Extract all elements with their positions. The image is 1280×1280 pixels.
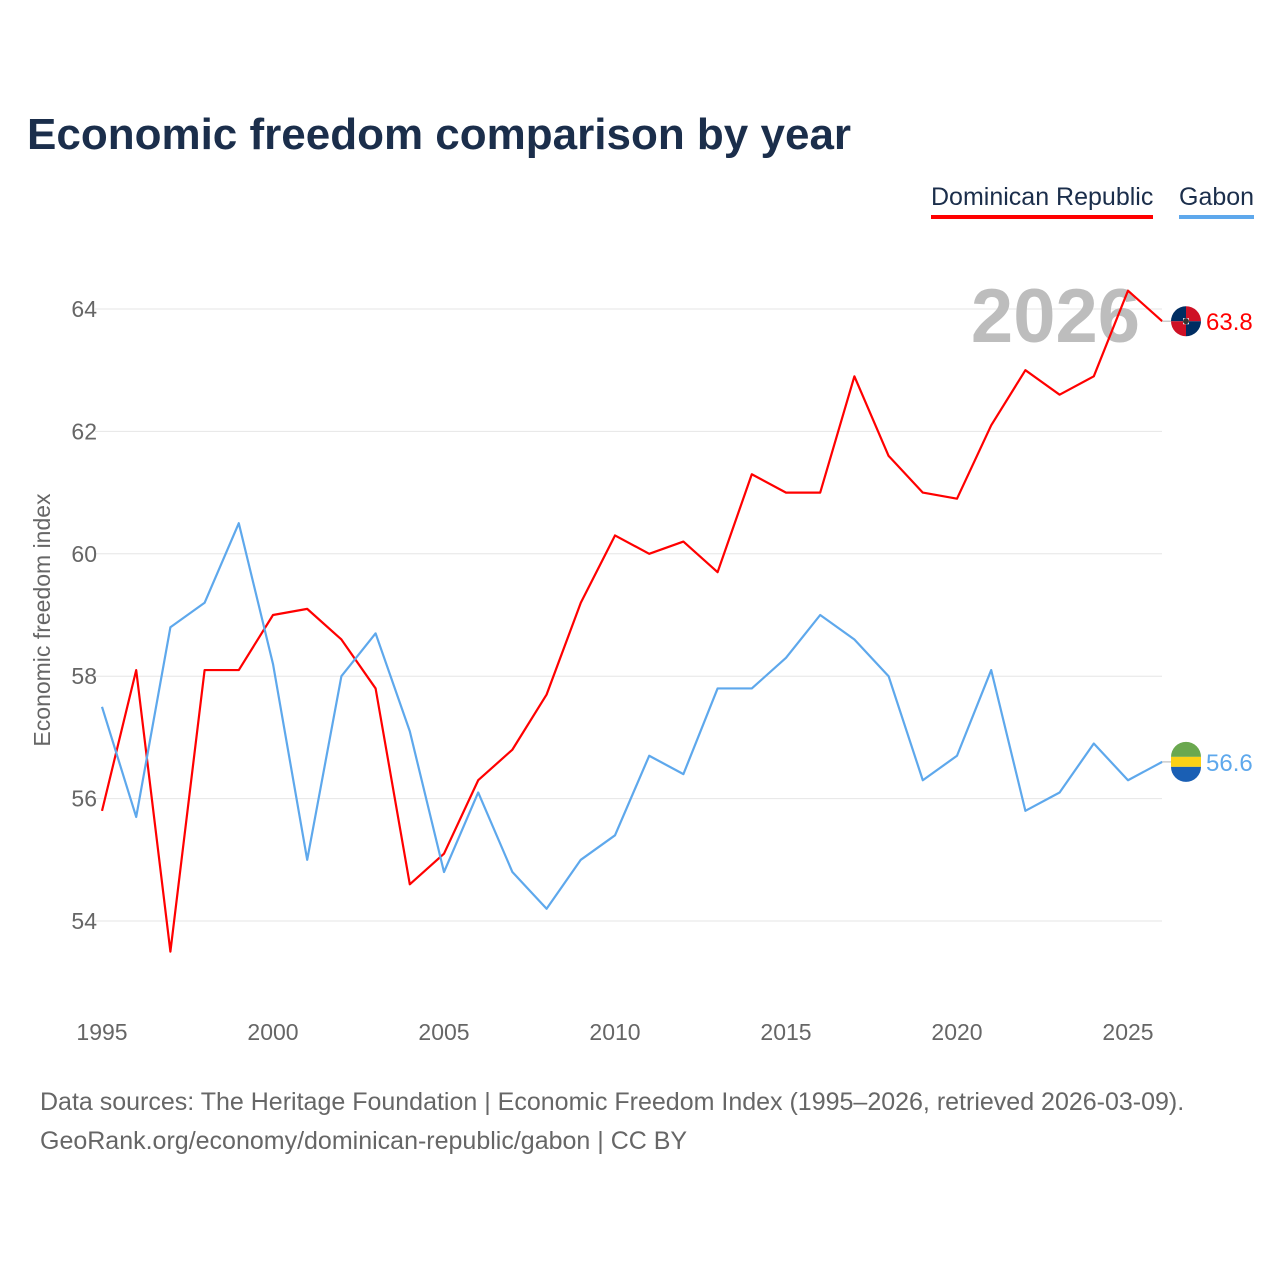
x-tick-label: 1995: [76, 1019, 127, 1045]
year-overlay: 2026: [971, 274, 1140, 359]
series-line-gabon: [100, 522, 1163, 910]
series-line-dominican-republic: [100, 289, 1163, 953]
y-tick-label: 64: [71, 296, 97, 322]
end-value-label: 63.8: [1206, 309, 1253, 336]
footer-sources: Data sources: The Heritage Foundation | …: [40, 1088, 1185, 1116]
flag-q: [1186, 306, 1201, 322]
y-tick-label: 60: [71, 541, 97, 567]
flag-band: [1171, 741, 1201, 757]
x-tick-label: 2010: [589, 1019, 640, 1045]
flag-emblem: [1183, 318, 1189, 325]
flag-q: [1186, 321, 1201, 337]
gabon-flag-icon: [1171, 741, 1201, 782]
y-tick-label: 56: [71, 786, 97, 812]
y-axis-label: Economic freedom index: [29, 493, 55, 747]
flag-band: [1171, 766, 1201, 782]
footer-link[interactable]: GeoRank.org/economy/dominican-republic/g…: [40, 1127, 688, 1155]
y-tick-label: 58: [71, 663, 97, 689]
chart-title: Economic freedom comparison by year: [27, 110, 852, 159]
flag-band: [1171, 756, 1201, 767]
legend-dominican-republic[interactable]: Dominican Republic: [931, 183, 1154, 219]
y-tick-label: 54: [71, 908, 97, 934]
flag-q: [1171, 321, 1186, 337]
x-tick-label: 2000: [247, 1019, 298, 1045]
end-value-label: 56.6: [1206, 750, 1253, 777]
legend-gabon[interactable]: Gabon: [1179, 183, 1255, 219]
x-tick-label: 2015: [760, 1019, 811, 1045]
flag-q: [1171, 306, 1186, 322]
x-tick-label: 2020: [931, 1019, 982, 1045]
y-tick-label: 62: [71, 418, 97, 444]
x-tick-label: 2025: [1102, 1019, 1153, 1045]
x-tick-label: 2005: [418, 1019, 469, 1045]
dominican-republic-flag-icon: [1171, 306, 1201, 337]
